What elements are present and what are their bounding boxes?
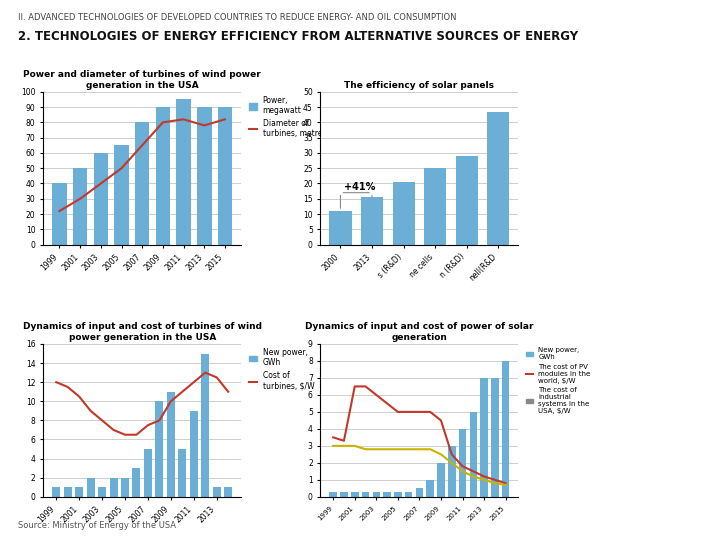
Bar	[73, 168, 87, 245]
Bar	[156, 107, 170, 245]
Bar	[480, 378, 488, 497]
Bar	[392, 182, 415, 245]
Bar	[52, 184, 67, 245]
Text: II. ADVANCED TECHNOLOGIES OF DEVELOPED COUNTRIES TO REDUCE ENERGY- AND OIL CONSU: II. ADVANCED TECHNOLOGIES OF DEVELOPED C…	[18, 14, 456, 23]
Bar	[415, 488, 423, 497]
Bar	[176, 99, 191, 245]
Legend: Power,
megawatt, Diameter of
turbines, metre: Power, megawatt, Diameter of turbines, m…	[249, 96, 323, 138]
Bar	[405, 492, 413, 497]
Bar	[329, 211, 351, 245]
Bar	[437, 463, 445, 497]
Bar	[329, 492, 337, 497]
Text: 2. TECHNOLOGIES OF ENERGY EFFICIENCY FROM ALTERNATIVE SOURCES OF ENERGY: 2. TECHNOLOGIES OF ENERGY EFFICIENCY FRO…	[18, 30, 578, 43]
Bar	[351, 492, 359, 497]
Bar	[190, 411, 198, 497]
Bar	[487, 112, 509, 245]
Bar	[52, 487, 60, 497]
Bar	[224, 487, 232, 497]
Title: The efficiency of solar panels: The efficiency of solar panels	[344, 80, 495, 90]
Bar	[491, 378, 499, 497]
Bar	[459, 429, 467, 497]
Bar	[502, 361, 510, 497]
Bar	[212, 487, 221, 497]
Bar	[135, 123, 150, 245]
Title: Dynamics of input and cost of turbines of wind
power generation in the USA: Dynamics of input and cost of turbines o…	[23, 322, 261, 342]
Bar	[156, 401, 163, 497]
Bar	[114, 145, 129, 245]
Bar	[340, 492, 348, 497]
Bar	[217, 107, 232, 245]
Text: +41%: +41%	[343, 181, 375, 192]
Bar	[179, 449, 186, 497]
Bar	[361, 492, 369, 497]
Bar	[424, 168, 446, 245]
Legend: New power,
GWh, Cost of
turbines, $/W: New power, GWh, Cost of turbines, $/W	[249, 348, 315, 390]
Legend: New power,
GWh, The cost of PV
modules in the
world, $/W, The cost of
industrial: New power, GWh, The cost of PV modules i…	[526, 347, 590, 414]
Bar	[361, 197, 383, 245]
Bar	[202, 354, 210, 497]
Bar	[75, 487, 83, 497]
Bar	[456, 156, 478, 245]
Bar	[469, 412, 477, 497]
Bar	[63, 487, 72, 497]
Title: Power and diameter of turbines of wind power
generation in the USA: Power and diameter of turbines of wind p…	[23, 70, 261, 90]
Bar	[372, 492, 380, 497]
Bar	[394, 492, 402, 497]
Bar	[383, 492, 391, 497]
Bar	[94, 153, 108, 245]
Bar	[426, 480, 434, 497]
Bar	[448, 446, 456, 497]
Bar	[132, 468, 140, 497]
Bar	[121, 478, 129, 497]
Bar	[86, 478, 94, 497]
Title: Dynamics of input and cost of power of solar
generation: Dynamics of input and cost of power of s…	[305, 322, 534, 342]
Bar	[98, 487, 106, 497]
Bar	[144, 449, 152, 497]
Bar	[197, 107, 212, 245]
Bar	[167, 392, 175, 497]
Bar	[109, 478, 117, 497]
Text: Source: Ministry of Energy of the USA: Source: Ministry of Energy of the USA	[18, 521, 176, 530]
